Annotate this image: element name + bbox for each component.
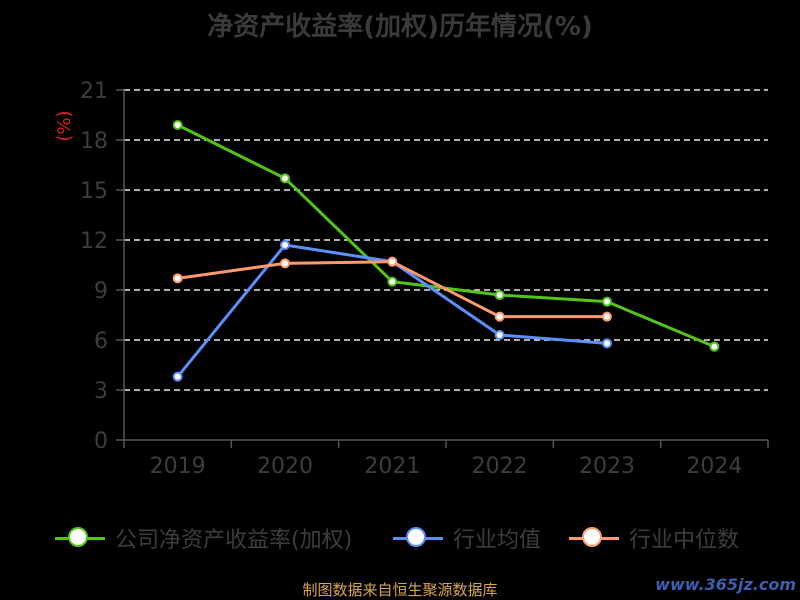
y-tick-label: 18 <box>80 129 108 154</box>
series-point-2 <box>602 311 612 322</box>
y-tick-label: 3 <box>94 379 108 404</box>
series-point-0 <box>602 296 612 307</box>
x-tick-label: 2020 <box>257 454 313 479</box>
y-tick-label: 0 <box>94 429 108 454</box>
legend-swatch-industry-median <box>569 526 619 547</box>
legend-swatch-industry-mean <box>393 526 443 547</box>
legend-item-company[interactable]: 公司净资产收益率(加权) <box>55 520 352 556</box>
series-line-2 <box>177 260 607 319</box>
y-tick-label: 21 <box>80 79 108 104</box>
y-tick-label: 15 <box>80 179 108 204</box>
series-point-0 <box>280 173 290 184</box>
series-point-0 <box>709 341 720 352</box>
series-point-1 <box>602 338 612 349</box>
watermark: www.365jz.com <box>655 575 796 594</box>
legend-marker-icon <box>582 526 602 547</box>
line-chart: 0 3 6 9 12 15 18 21(%) 2019 2020 2021 2022 2023 2024 <box>54 79 769 479</box>
chart-title: 净资产收益率(加权)历年情况(%) <box>207 12 593 42</box>
legend-marker-icon <box>68 526 88 547</box>
series-line-0 <box>176 123 715 349</box>
x-tick-label: 2023 <box>579 454 635 479</box>
y-tick-label: 12 <box>80 229 108 254</box>
legend-label-industry-mean: 行业均值 <box>453 528 542 553</box>
series-point-1 <box>172 371 183 382</box>
y-tick-label: 9 <box>94 279 108 304</box>
y-axis-label: (%) <box>54 110 75 141</box>
series-point-0 <box>494 290 505 300</box>
legend-swatch-company <box>55 526 105 547</box>
series-point-2 <box>280 258 290 269</box>
series-point-0 <box>172 120 183 130</box>
series-point-1 <box>280 240 290 250</box>
legend-item-industry-median[interactable]: 行业中位数 <box>569 520 739 556</box>
legend-label-industry-median: 行业中位数 <box>629 528 740 553</box>
legend-label-company: 公司净资产收益率(加权) <box>115 528 353 553</box>
legend: 公司净资产收益率(加权) 行业均值 行业中位数 <box>0 520 800 556</box>
legend-marker-icon <box>406 526 426 547</box>
x-tick-label: 2022 <box>472 454 528 479</box>
x-tick-label: 2021 <box>364 454 420 479</box>
y-tick-label: 6 <box>94 329 108 354</box>
series-point-2 <box>387 256 398 267</box>
x-tick-label: 2019 <box>150 454 206 479</box>
series-point-2 <box>494 311 505 322</box>
x-tick-label: 2024 <box>686 454 742 479</box>
series-point-1 <box>494 330 505 340</box>
series-point-2 <box>172 273 183 284</box>
legend-item-industry-mean[interactable]: 行业均值 <box>393 520 541 556</box>
source-note: 制图数据来自恒生聚源数据库 <box>302 581 498 599</box>
series-point-0 <box>387 276 398 287</box>
